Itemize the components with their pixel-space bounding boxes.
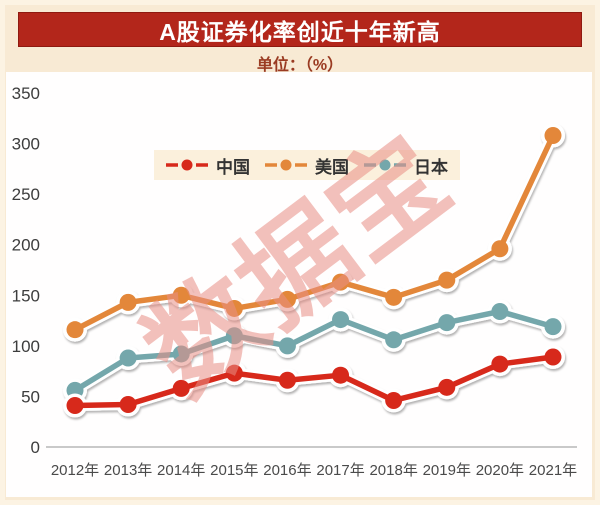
- data-point: [225, 364, 243, 382]
- y-tick-label: 250: [12, 185, 40, 204]
- data-point: [438, 378, 456, 396]
- data-point: [172, 379, 190, 397]
- data-point: [544, 126, 562, 144]
- series-line-1: [66, 126, 562, 339]
- x-tick-label: 2014年: [157, 462, 205, 479]
- data-point: [66, 321, 84, 339]
- y-tick-label: 0: [31, 438, 40, 457]
- unit-label: 单位：（%）: [256, 57, 344, 74]
- data-point: [278, 371, 296, 389]
- line-dot-marker-icon: [166, 159, 208, 171]
- plot-background: [6, 72, 592, 497]
- line-dot-marker-icon: [265, 159, 307, 171]
- data-point: [119, 293, 137, 311]
- data-point: [225, 299, 243, 317]
- x-tick-label: 2018年: [369, 462, 417, 479]
- data-point: [225, 327, 243, 345]
- line-dot-marker-icon: [364, 159, 406, 171]
- data-point: [544, 348, 562, 366]
- data-point: [332, 311, 350, 329]
- legend-label: 日本: [414, 157, 448, 177]
- x-tick-label: 2017年: [316, 462, 364, 479]
- title-banner: A股证券化率创近十年新高: [18, 12, 582, 47]
- legend-item-usa: 美国: [265, 153, 349, 178]
- data-point: [119, 396, 137, 414]
- data-point: [544, 318, 562, 336]
- x-tick-label: 2021年: [529, 462, 577, 479]
- page-title: A股证券化率创近十年新高: [159, 18, 441, 45]
- x-tick-label: 2016年: [263, 462, 311, 479]
- legend-item-japan: 日本: [364, 153, 448, 178]
- y-tick-label: 200: [12, 236, 40, 255]
- legend-label: 美国: [315, 157, 349, 177]
- x-tick-label: 2012年: [51, 462, 99, 479]
- legend: 中国 美国 日本: [154, 150, 460, 180]
- data-point: [278, 290, 296, 308]
- y-tick-label: 350: [12, 84, 40, 103]
- x-tick-label: 2013年: [104, 462, 152, 479]
- data-point: [491, 355, 509, 373]
- x-tick-label: 2019年: [423, 462, 471, 479]
- series-line-0: [66, 348, 562, 415]
- data-point: [172, 345, 190, 363]
- data-point: [438, 314, 456, 332]
- data-point: [332, 366, 350, 384]
- legend-label: 中国: [216, 157, 250, 177]
- data-point: [385, 288, 403, 306]
- data-point: [172, 286, 190, 304]
- x-tick-label: 2020年: [476, 462, 524, 479]
- data-point: [332, 273, 350, 291]
- y-tick-label: 50: [21, 387, 40, 406]
- data-point: [385, 391, 403, 409]
- x-tick-label: 2015年: [210, 462, 258, 479]
- y-tick-label: 100: [12, 337, 40, 356]
- data-point: [438, 271, 456, 289]
- legend-item-china: 中国: [166, 153, 250, 178]
- data-point: [66, 397, 84, 415]
- data-point: [119, 349, 137, 367]
- y-tick-label: 150: [12, 286, 40, 305]
- data-point: [278, 337, 296, 355]
- data-point: [385, 331, 403, 349]
- y-tick-label: 300: [12, 135, 40, 154]
- data-point: [491, 240, 509, 258]
- data-point: [491, 302, 509, 320]
